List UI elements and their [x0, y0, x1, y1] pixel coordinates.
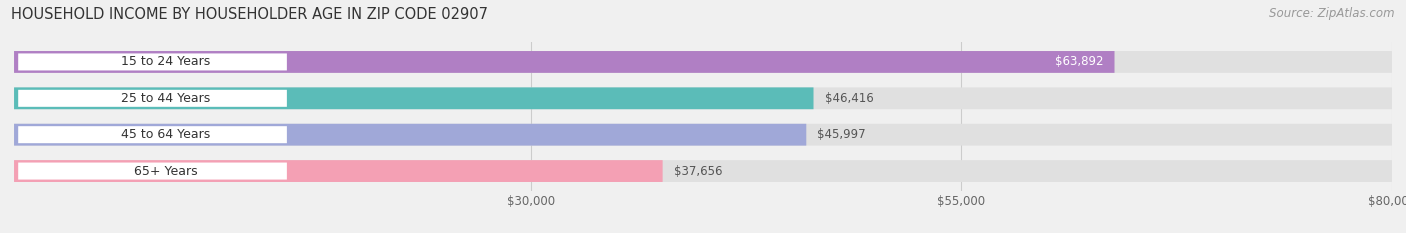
FancyBboxPatch shape	[14, 160, 1392, 182]
FancyBboxPatch shape	[14, 160, 662, 182]
FancyBboxPatch shape	[18, 163, 287, 180]
FancyBboxPatch shape	[14, 87, 1392, 109]
FancyBboxPatch shape	[14, 124, 806, 146]
FancyBboxPatch shape	[14, 124, 1392, 146]
FancyBboxPatch shape	[14, 87, 814, 109]
Text: HOUSEHOLD INCOME BY HOUSEHOLDER AGE IN ZIP CODE 02907: HOUSEHOLD INCOME BY HOUSEHOLDER AGE IN Z…	[11, 7, 488, 22]
FancyBboxPatch shape	[14, 51, 1115, 73]
Text: $37,656: $37,656	[673, 164, 723, 178]
Text: 15 to 24 Years: 15 to 24 Years	[121, 55, 211, 69]
Text: 25 to 44 Years: 25 to 44 Years	[121, 92, 211, 105]
Text: $63,892: $63,892	[1054, 55, 1104, 69]
Text: Source: ZipAtlas.com: Source: ZipAtlas.com	[1270, 7, 1395, 20]
Text: $45,997: $45,997	[817, 128, 866, 141]
FancyBboxPatch shape	[18, 53, 287, 70]
Text: $46,416: $46,416	[824, 92, 873, 105]
Text: 65+ Years: 65+ Years	[134, 164, 198, 178]
Text: 45 to 64 Years: 45 to 64 Years	[121, 128, 211, 141]
FancyBboxPatch shape	[14, 51, 1392, 73]
FancyBboxPatch shape	[18, 90, 287, 107]
FancyBboxPatch shape	[18, 126, 287, 143]
